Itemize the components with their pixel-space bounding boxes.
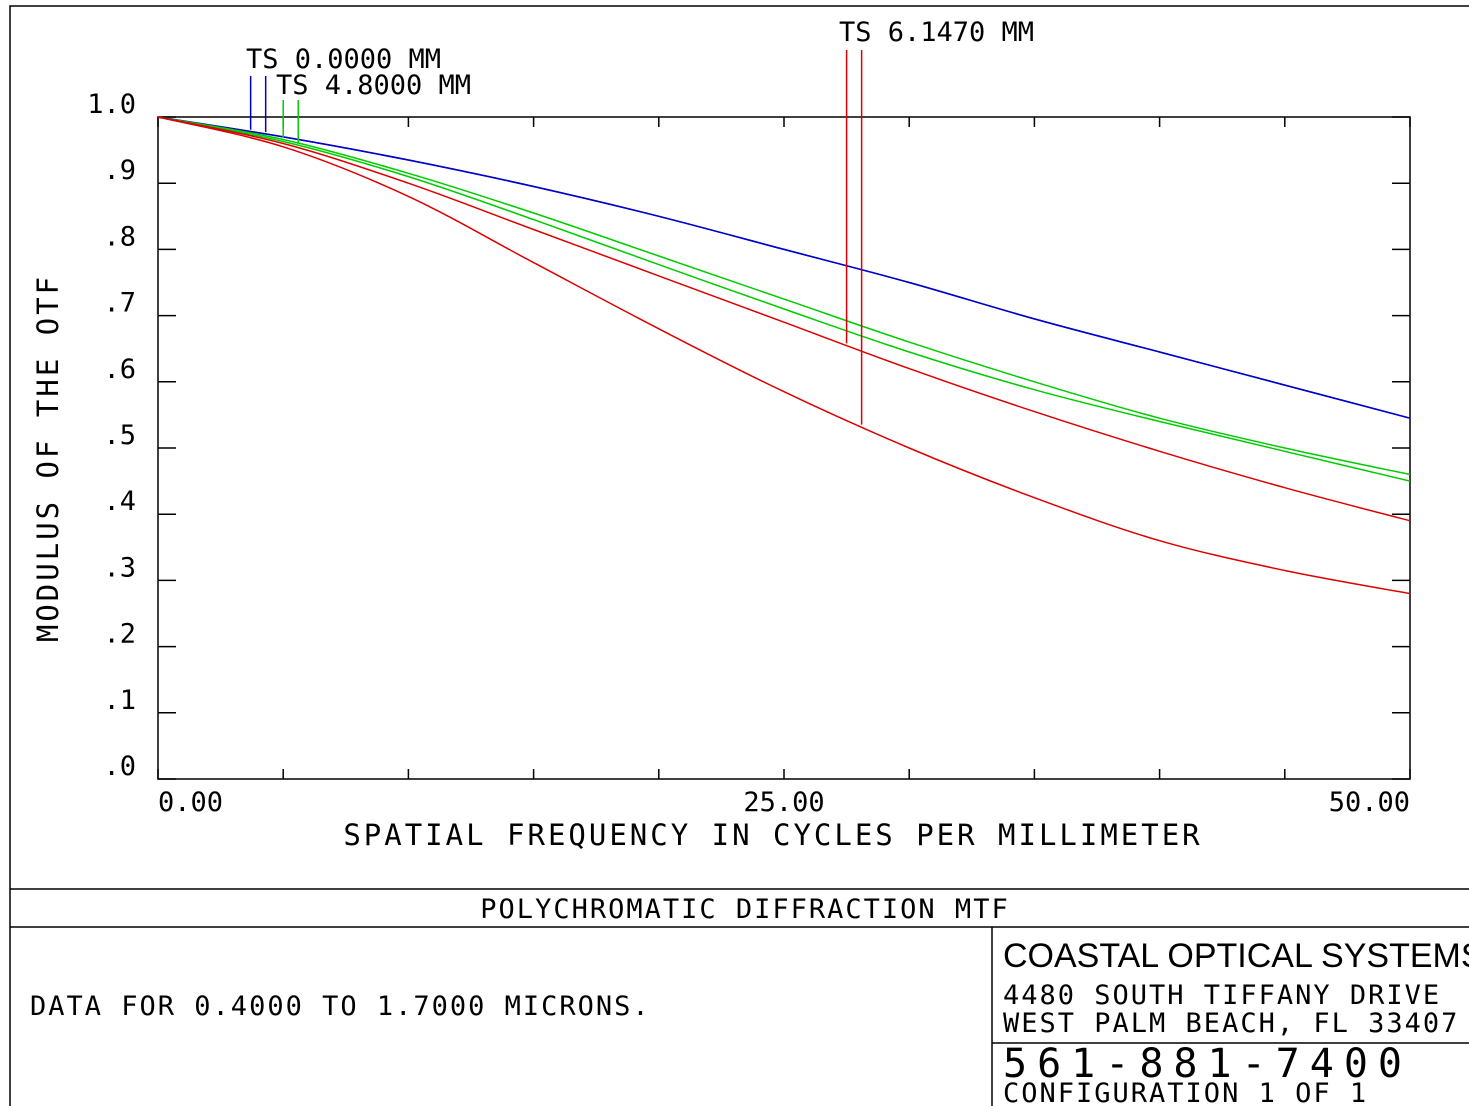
y-tick-label: .0 <box>103 751 136 782</box>
plot-area <box>157 116 1411 780</box>
y-axis-label: MODULUS OF THE OTF <box>31 274 65 642</box>
x-tick-label: 25.00 <box>743 787 824 818</box>
y-tick-label: .5 <box>103 420 136 451</box>
company-name: COASTAL OPTICAL SYSTEMS, INC. <box>1003 937 1469 975</box>
x-axis-label: SPATIAL FREQUENCY IN CYCLES PER MILLIMET… <box>343 818 1202 852</box>
y-tick-label: .6 <box>103 354 136 385</box>
address-line1: 4480 SOUTH TIFFANY DRIVE <box>1003 980 1441 1011</box>
legend-label: TS 0.0000 MM <box>246 44 441 75</box>
mtf-curve-series-1 <box>157 116 1411 419</box>
address-line2: WEST PALM BEACH, FL 33407 <box>1003 1008 1459 1039</box>
y-tick-label: .2 <box>103 619 136 650</box>
y-tick-label: .4 <box>103 486 136 517</box>
tick-marks <box>157 116 1411 780</box>
x-tick-labels: 0.00 25.00 50.00 <box>158 787 1410 818</box>
legend-label: TS 6.1470 MM <box>839 17 1034 48</box>
page-frame <box>9 5 1469 1106</box>
mtf-curves <box>157 116 1411 595</box>
configuration-text: CONFIGURATION 1 OF 1 <box>1003 1078 1368 1106</box>
mtf-curve-series-2 <box>157 116 1411 476</box>
mtf-curve-series-4 <box>157 116 1411 522</box>
data-range-text: DATA FOR 0.4000 TO 1.7000 MICRONS. <box>30 991 651 1022</box>
legend-label: TS 4.8000 MM <box>276 70 471 101</box>
y-tick-label: .8 <box>103 221 136 252</box>
y-tick-label: .1 <box>103 685 136 716</box>
y-tick-label: .3 <box>103 552 136 583</box>
y-tick-label: .7 <box>103 288 136 319</box>
y-tick-label: .9 <box>103 155 136 186</box>
chart-title: POLYCHROMATIC DIFFRACTION MTF <box>480 894 1009 925</box>
phone-number: 561-881-7400 <box>1003 1041 1412 1087</box>
mtf-curve-series-5 <box>157 116 1411 595</box>
y-tick-label: 1.0 <box>87 89 136 120</box>
y-tick-labels: 1.0 .9 .8 .7 .6 .5 .4 .3 .2 .1 .0 <box>87 89 136 782</box>
mtf-curve-series-3 <box>157 116 1411 482</box>
x-tick-label: 50.00 <box>1329 787 1410 818</box>
x-tick-label: 0.00 <box>158 787 223 818</box>
